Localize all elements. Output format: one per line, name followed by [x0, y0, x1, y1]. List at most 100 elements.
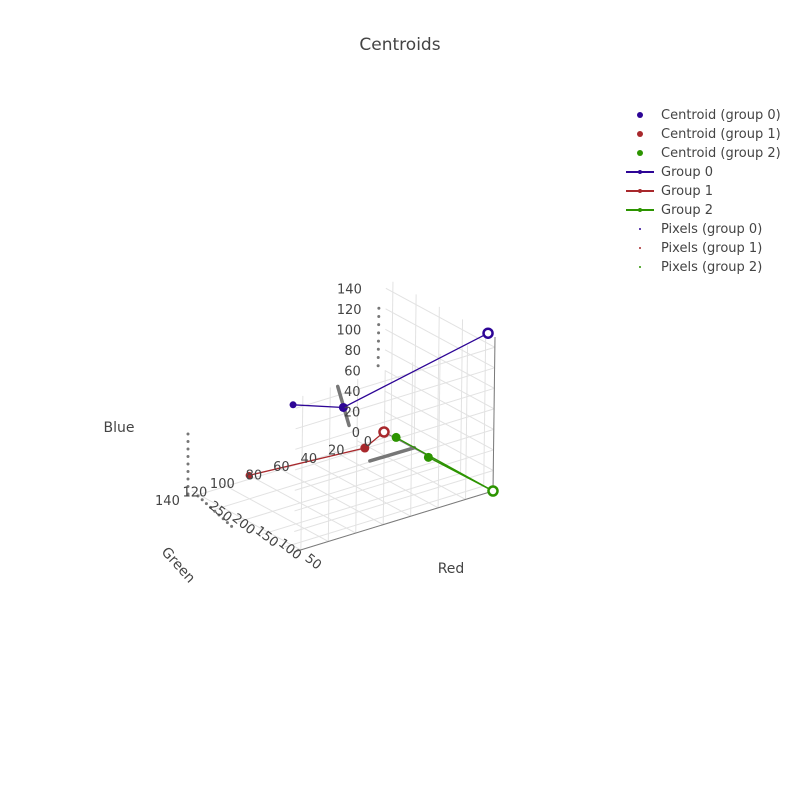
- legend-item-marker-2[interactable]: Centroid (group 2): [637, 146, 781, 161]
- pixel-point-group-1: [376, 339, 380, 343]
- grid-line-xz-x: [390, 281, 394, 436]
- grid-line-xy-y: [328, 448, 439, 509]
- grid-line-xy-y: [301, 456, 411, 517]
- pixel-point-group-1: [209, 505, 213, 509]
- grid-line-yz-y: [465, 345, 469, 500]
- legend-marker-icon: [637, 112, 643, 118]
- legend-label: Centroid (group 0): [661, 108, 781, 123]
- pixel-point-group-1: [186, 470, 190, 473]
- grid-line-yz-y: [382, 370, 386, 525]
- grid-line-xz-x: [483, 331, 487, 486]
- legend-label: Pixels (group 2): [661, 260, 762, 275]
- pixel-point-group-1: [186, 485, 190, 488]
- grid-line-xz-z: [384, 369, 495, 430]
- pixel-point-group-1: [377, 331, 381, 335]
- z-tick-label: 0: [352, 426, 360, 441]
- grid-line-xy-y: [191, 490, 302, 551]
- z-tick-label: 80: [345, 344, 362, 359]
- legend-item-marker-0[interactable]: Centroid (group 0): [637, 108, 781, 123]
- z-tick-label: 20: [344, 405, 361, 420]
- legend-item-line-1[interactable]: Group 1: [626, 184, 713, 199]
- legend-pixel-icon: [639, 247, 641, 249]
- pixel-point-group-1: [225, 521, 229, 525]
- grid-line-yz-z: [294, 449, 494, 512]
- grid-line-yz-y: [410, 362, 414, 517]
- grid-line-xz-z: [384, 349, 495, 410]
- centroid-marker-0[interactable]: [338, 402, 348, 412]
- legend-marker-icon: [638, 189, 642, 193]
- legend-label: Pixels (group 1): [661, 241, 762, 256]
- y-tick-label: 20: [328, 443, 345, 458]
- y-tick-label: 80: [246, 469, 263, 484]
- grid-line-xy-y: [219, 482, 329, 542]
- grid-line-xz-z: [385, 328, 495, 389]
- y-tick-label: 60: [273, 460, 290, 475]
- y-axis-title: Green: [158, 544, 198, 586]
- grid-line-xz-z: [385, 308, 495, 369]
- legend-label: Centroid (group 1): [661, 127, 781, 142]
- legend-pixel-icon: [639, 266, 641, 268]
- pixel-point-group-1: [217, 513, 221, 517]
- y-tick-label: 140: [155, 494, 180, 509]
- z-tick-label: 60: [344, 364, 361, 379]
- legend[interactable]: Centroid (group 0) Centroid (group 1) Cent…: [626, 108, 781, 275]
- y-tick-label: 100: [210, 477, 235, 492]
- pixel-point-group-1: [221, 517, 225, 521]
- grid-line-yz-z: [295, 346, 496, 409]
- pixel-point-group-1: [186, 440, 190, 443]
- legend-item-marker-1[interactable]: Centroid (group 1): [637, 127, 781, 142]
- grid-line-xy-y: [246, 473, 356, 534]
- legend-item-pixel-0[interactable]: Pixels (group 0): [639, 222, 762, 237]
- legend-marker-icon: [638, 208, 642, 212]
- pixel-clusters: [186, 306, 417, 528]
- centroid-marker-1[interactable]: [360, 443, 370, 453]
- legend-label: Group 2: [661, 203, 713, 218]
- group-line-2: [395, 436, 494, 492]
- pixel-point-group-1: [186, 477, 190, 481]
- x-axis-title: Red: [438, 561, 465, 577]
- grid-line-yz-y: [327, 387, 331, 542]
- z-tick-label: 120: [337, 303, 362, 318]
- chart-title: Centroids: [359, 35, 440, 55]
- centroid-marker-2[interactable]: [487, 485, 499, 497]
- legend-label: Group 1: [661, 184, 713, 199]
- centroid-marker-2[interactable]: [423, 452, 433, 462]
- legend-item-pixel-1[interactable]: Pixels (group 1): [639, 241, 762, 256]
- pixel-point-group-1: [186, 492, 190, 496]
- grid-line-xy-y: [356, 439, 466, 500]
- y-tick-label: 120: [182, 485, 207, 500]
- grid-line-xz-z: [384, 411, 494, 471]
- pixel-point-group-1: [204, 502, 208, 506]
- pixel-point-group-1: [213, 509, 217, 513]
- z-tick-label: 140: [337, 282, 362, 297]
- centroid-marker-0[interactable]: [482, 327, 494, 339]
- z-axis-title: Blue: [104, 420, 135, 436]
- pixel-point-group-1: [377, 306, 381, 310]
- group-line-point-0: [289, 401, 297, 409]
- pixel-point-group-1: [186, 455, 190, 458]
- pixel-point-group-1: [376, 347, 380, 351]
- legend-item-pixel-2[interactable]: Pixels (group 2): [639, 260, 762, 275]
- centroid-marker-2[interactable]: [391, 432, 401, 442]
- z-axis-line: [492, 336, 496, 492]
- legend-item-line-0[interactable]: Group 0: [626, 165, 713, 180]
- grid-line-xy-x: [191, 435, 392, 498]
- grid-line-xz-z: [384, 390, 494, 451]
- y-axis-line: [293, 490, 494, 553]
- grid-line-xy-x: [284, 485, 484, 548]
- legend-label: Group 0: [661, 165, 713, 180]
- grid-line-xy-x: [238, 460, 438, 523]
- centroid-marker-1[interactable]: [378, 426, 390, 438]
- pixel-point-group-1: [196, 494, 200, 498]
- grid-line-yz-z: [294, 469, 494, 532]
- legend-pixel-icon: [639, 228, 641, 230]
- z-tick-label: 40: [344, 385, 361, 400]
- grid-line-xy-x: [261, 472, 461, 535]
- legend-label: Centroid (group 2): [661, 146, 781, 161]
- pixel-point-group-1: [377, 323, 381, 327]
- legend-marker-icon: [637, 131, 643, 137]
- legend-label: Pixels (group 0): [661, 222, 762, 237]
- y-tick-label: 0: [364, 435, 372, 450]
- legend-item-line-2[interactable]: Group 2: [626, 203, 713, 218]
